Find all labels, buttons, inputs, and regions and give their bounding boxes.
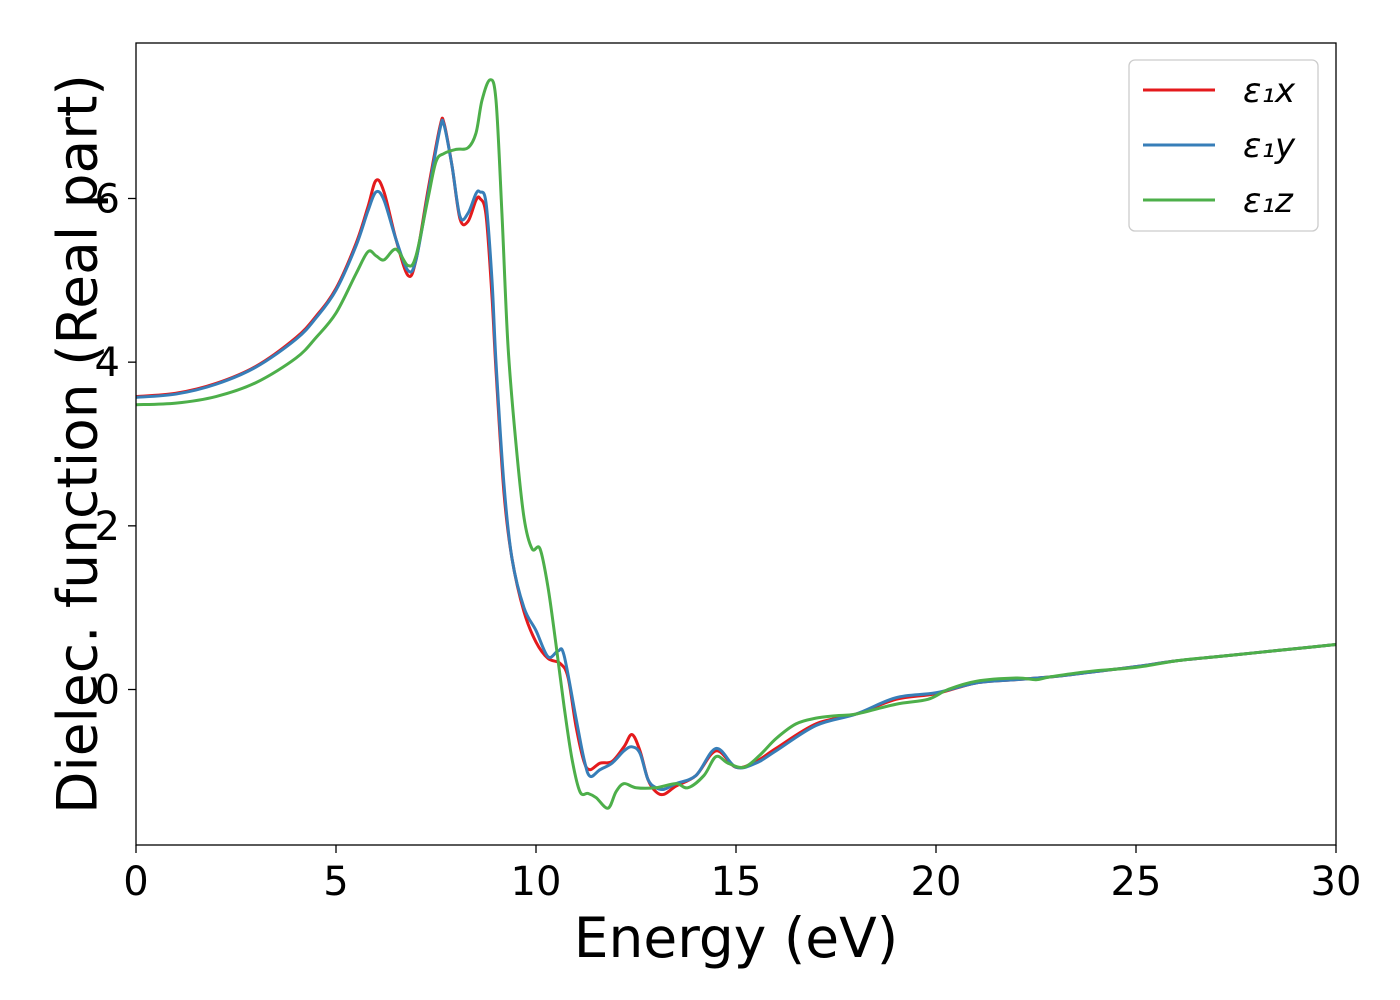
x-tick-label: 10 [511,859,562,905]
x-tick-label: 30 [1311,859,1362,905]
x-tick-label: 25 [1111,859,1162,905]
series-line-3 [136,78,1336,810]
series-lines [136,78,1336,810]
x-tick-label: 5 [323,859,348,905]
y-tick-label: 4 [95,340,120,386]
x-tick-label: 20 [911,859,962,905]
legend-label-2: ε₁y [1243,126,1296,166]
y-tick-label: 6 [95,176,120,222]
x-axis-title: Energy (eV) [574,906,898,970]
x-tick-label: 15 [711,859,762,905]
y-tick-label: 0 [95,668,120,714]
y-tick-label: 2 [95,504,120,550]
legend: ε₁x ε₁y ε₁z [1128,59,1319,232]
y-axis-title: Dielec. function (Real part) [45,74,109,814]
legend-box [1128,59,1319,232]
legend-label-1: ε₁x [1243,71,1296,111]
x-tick-label: 0 [123,859,148,905]
legend-label-3: ε₁z [1243,181,1294,221]
axes: 0 5 10 15 20 25 30 0 2 4 6 Energy (eV) Dielec. funct… [45,42,1362,970]
plot-area [136,78,1336,810]
series-line-2 [136,118,1336,792]
